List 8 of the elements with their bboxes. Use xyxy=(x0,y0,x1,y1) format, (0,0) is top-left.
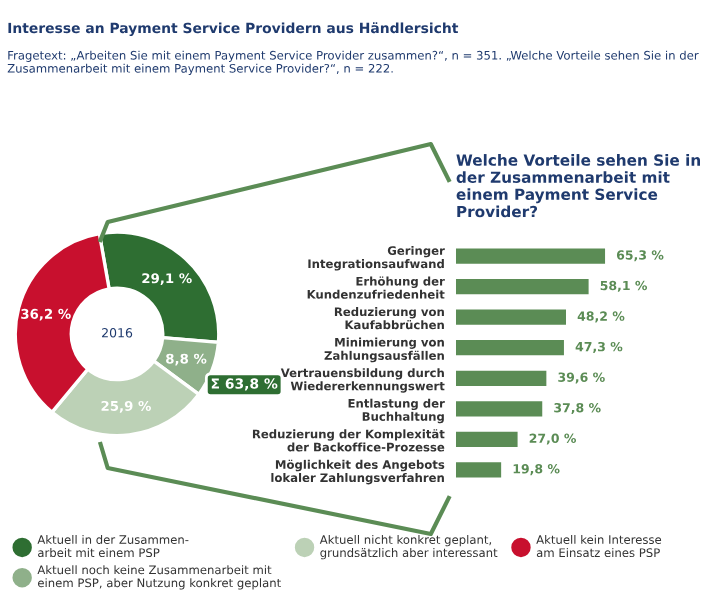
bar xyxy=(455,309,566,325)
bar xyxy=(455,248,606,264)
bar xyxy=(455,462,502,478)
bar xyxy=(455,279,589,295)
bar xyxy=(455,401,543,417)
bar xyxy=(455,340,564,356)
bar xyxy=(455,431,518,447)
bar xyxy=(455,370,547,386)
